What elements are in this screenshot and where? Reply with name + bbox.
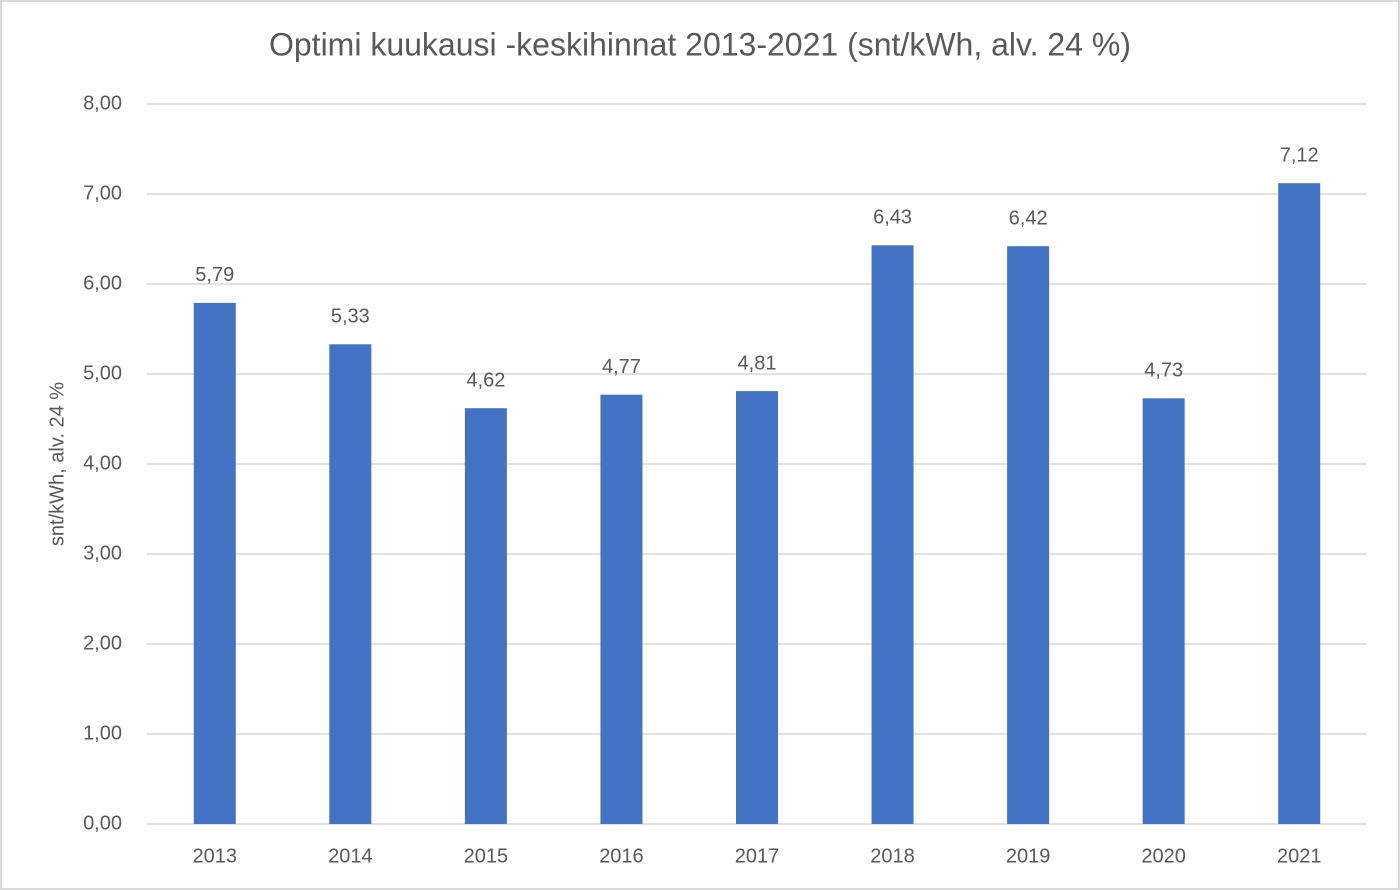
bar <box>1007 246 1050 824</box>
y-tick-label: 5,00 <box>83 362 122 384</box>
x-tick-label: 2017 <box>735 845 780 867</box>
data-label: 4,73 <box>1144 360 1183 382</box>
bar <box>1278 183 1321 824</box>
bar <box>1142 398 1185 824</box>
bar <box>871 245 914 825</box>
data-label: 6,43 <box>873 207 912 229</box>
x-tick-label: 2014 <box>328 845 373 867</box>
data-label: 5,79 <box>195 264 234 286</box>
bar <box>193 302 236 824</box>
y-tick-label: 6,00 <box>83 272 122 294</box>
chart-title: Optimi kuukausi -keskihinnat 2013-2021 (… <box>269 26 1131 62</box>
x-tick-label: 2021 <box>1277 845 1322 867</box>
bar <box>736 391 778 824</box>
y-tick-label: 0,00 <box>83 812 122 834</box>
y-axis-label: snt/kWh, alv. 24 % <box>46 382 68 546</box>
x-tick-label: 2015 <box>464 845 509 867</box>
x-tick-label: 2018 <box>870 845 915 867</box>
data-label: 4,77 <box>602 356 641 378</box>
y-tick-label: 7,00 <box>83 182 122 204</box>
x-tick-label: 2020 <box>1141 845 1186 867</box>
y-tick-label: 2,00 <box>83 632 122 654</box>
y-tick-label: 1,00 <box>83 722 122 744</box>
data-label: 5,33 <box>331 306 370 328</box>
bar <box>600 394 643 824</box>
x-tick-label: 2019 <box>1006 845 1051 867</box>
y-tick-label: 4,00 <box>83 452 122 474</box>
data-label: 4,62 <box>466 369 505 391</box>
data-label: 4,81 <box>738 352 777 374</box>
bar <box>329 344 372 824</box>
data-label: 6,42 <box>1009 207 1048 229</box>
data-label: 7,12 <box>1280 144 1319 166</box>
y-tick-label: 3,00 <box>83 542 122 564</box>
x-tick-label: 2016 <box>599 845 644 867</box>
x-tick-label: 2013 <box>193 845 238 867</box>
bar <box>464 408 507 824</box>
y-tick-label: 8,00 <box>83 92 122 114</box>
